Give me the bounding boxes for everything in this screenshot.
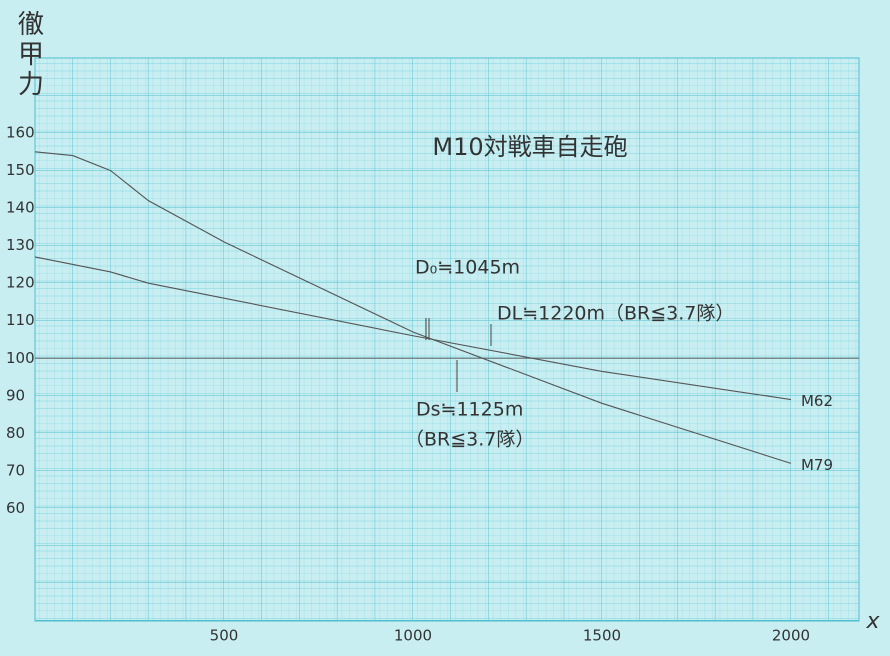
- x-tick-label: 1000: [394, 627, 432, 645]
- y-tick-label: 100: [6, 349, 35, 367]
- y-tick-label: 70: [6, 461, 25, 479]
- chart-title: M10対戦車自走砲: [432, 133, 627, 161]
- x-axis-title: x: [865, 609, 880, 634]
- y-tick-label: 160: [6, 124, 35, 142]
- x-tick-label: 2000: [772, 627, 810, 645]
- y-tick-label: 120: [6, 274, 35, 292]
- y-tick-label: 90: [6, 386, 25, 404]
- x-tick-label: 1500: [583, 627, 621, 645]
- series-line: [34, 256, 792, 401]
- y-tick-label: 80: [6, 424, 25, 442]
- series-line: [34, 151, 792, 464]
- x-tick-label: 500: [210, 627, 239, 645]
- y-tick-label: 110: [6, 311, 35, 329]
- y-tick-label: 60: [6, 499, 25, 517]
- y-tick-label: 140: [6, 199, 35, 217]
- series-label: M62: [801, 392, 833, 410]
- annotation: DL≒1220m（BR≦3.7隊）: [497, 303, 734, 325]
- annotation: Ds≒1125m: [416, 399, 523, 421]
- y-axis-title: 徹甲力: [14, 10, 44, 100]
- y-tick-label: 130: [6, 236, 35, 254]
- annotation: D₀≒1045m: [415, 257, 520, 279]
- annotation: （BR≦3.7隊）: [405, 429, 534, 451]
- plot-area: [34, 57, 860, 622]
- series-label: M79: [801, 456, 833, 474]
- y-tick-label: 150: [6, 161, 35, 179]
